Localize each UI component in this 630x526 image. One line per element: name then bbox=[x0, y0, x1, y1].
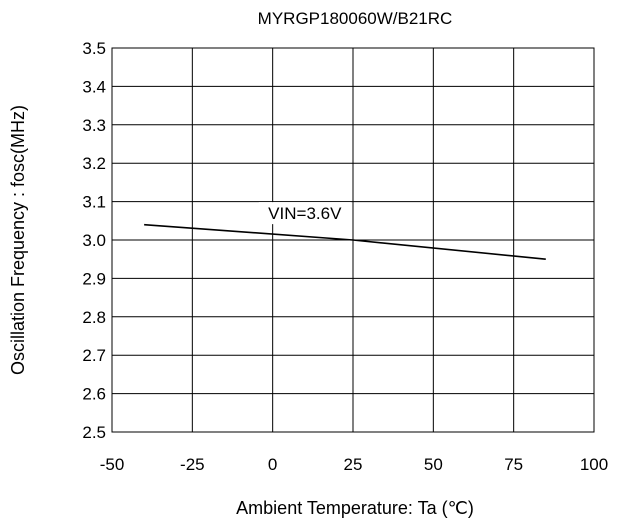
x-tick-label: 75 bbox=[504, 455, 523, 474]
series-layer bbox=[144, 223, 546, 260]
x-tick-label: -50 bbox=[100, 455, 125, 474]
x-axis-label: Ambient Temperature: Ta (℃) bbox=[236, 498, 474, 518]
y-tick-label: 2.6 bbox=[82, 385, 106, 404]
x-tick-labels: -50 -25 0 25 50 75 100 bbox=[100, 455, 608, 474]
y-tick-labels: 2.5 2.6 2.7 2.8 2.9 3.0 3.1 3.2 3.3 3.4 3.5 bbox=[82, 39, 106, 442]
y-tick-label: 3.2 bbox=[82, 154, 106, 173]
x-tick-label: -25 bbox=[180, 455, 205, 474]
y-tick-label: 3.0 bbox=[82, 231, 106, 250]
x-tick-label: 25 bbox=[344, 455, 363, 474]
y-tick-label: 2.9 bbox=[82, 269, 106, 288]
y-tick-label: 2.8 bbox=[82, 308, 106, 327]
y-axis-label: Oscillation Frequency : fosc(MHz) bbox=[8, 105, 28, 375]
y-tick-label: 2.5 bbox=[82, 423, 106, 442]
annotation-background bbox=[258, 202, 351, 225]
y-tick-label: 2.7 bbox=[82, 346, 106, 365]
series-line bbox=[144, 223, 546, 260]
plot-frame bbox=[111, 47, 595, 433]
y-tick-label: 3.4 bbox=[82, 77, 106, 96]
y-tick-label: 3.5 bbox=[82, 39, 106, 58]
y-tick-label: 3.3 bbox=[82, 116, 106, 135]
x-tick-label: 0 bbox=[268, 455, 277, 474]
x-tick-label: 50 bbox=[424, 455, 443, 474]
y-tick-label: 3.1 bbox=[82, 193, 106, 212]
x-tick-label: 100 bbox=[580, 455, 608, 474]
chart-title: MYRGP180060W/B21RC bbox=[258, 9, 453, 28]
series-annotation: VIN=3.6V bbox=[268, 204, 342, 223]
